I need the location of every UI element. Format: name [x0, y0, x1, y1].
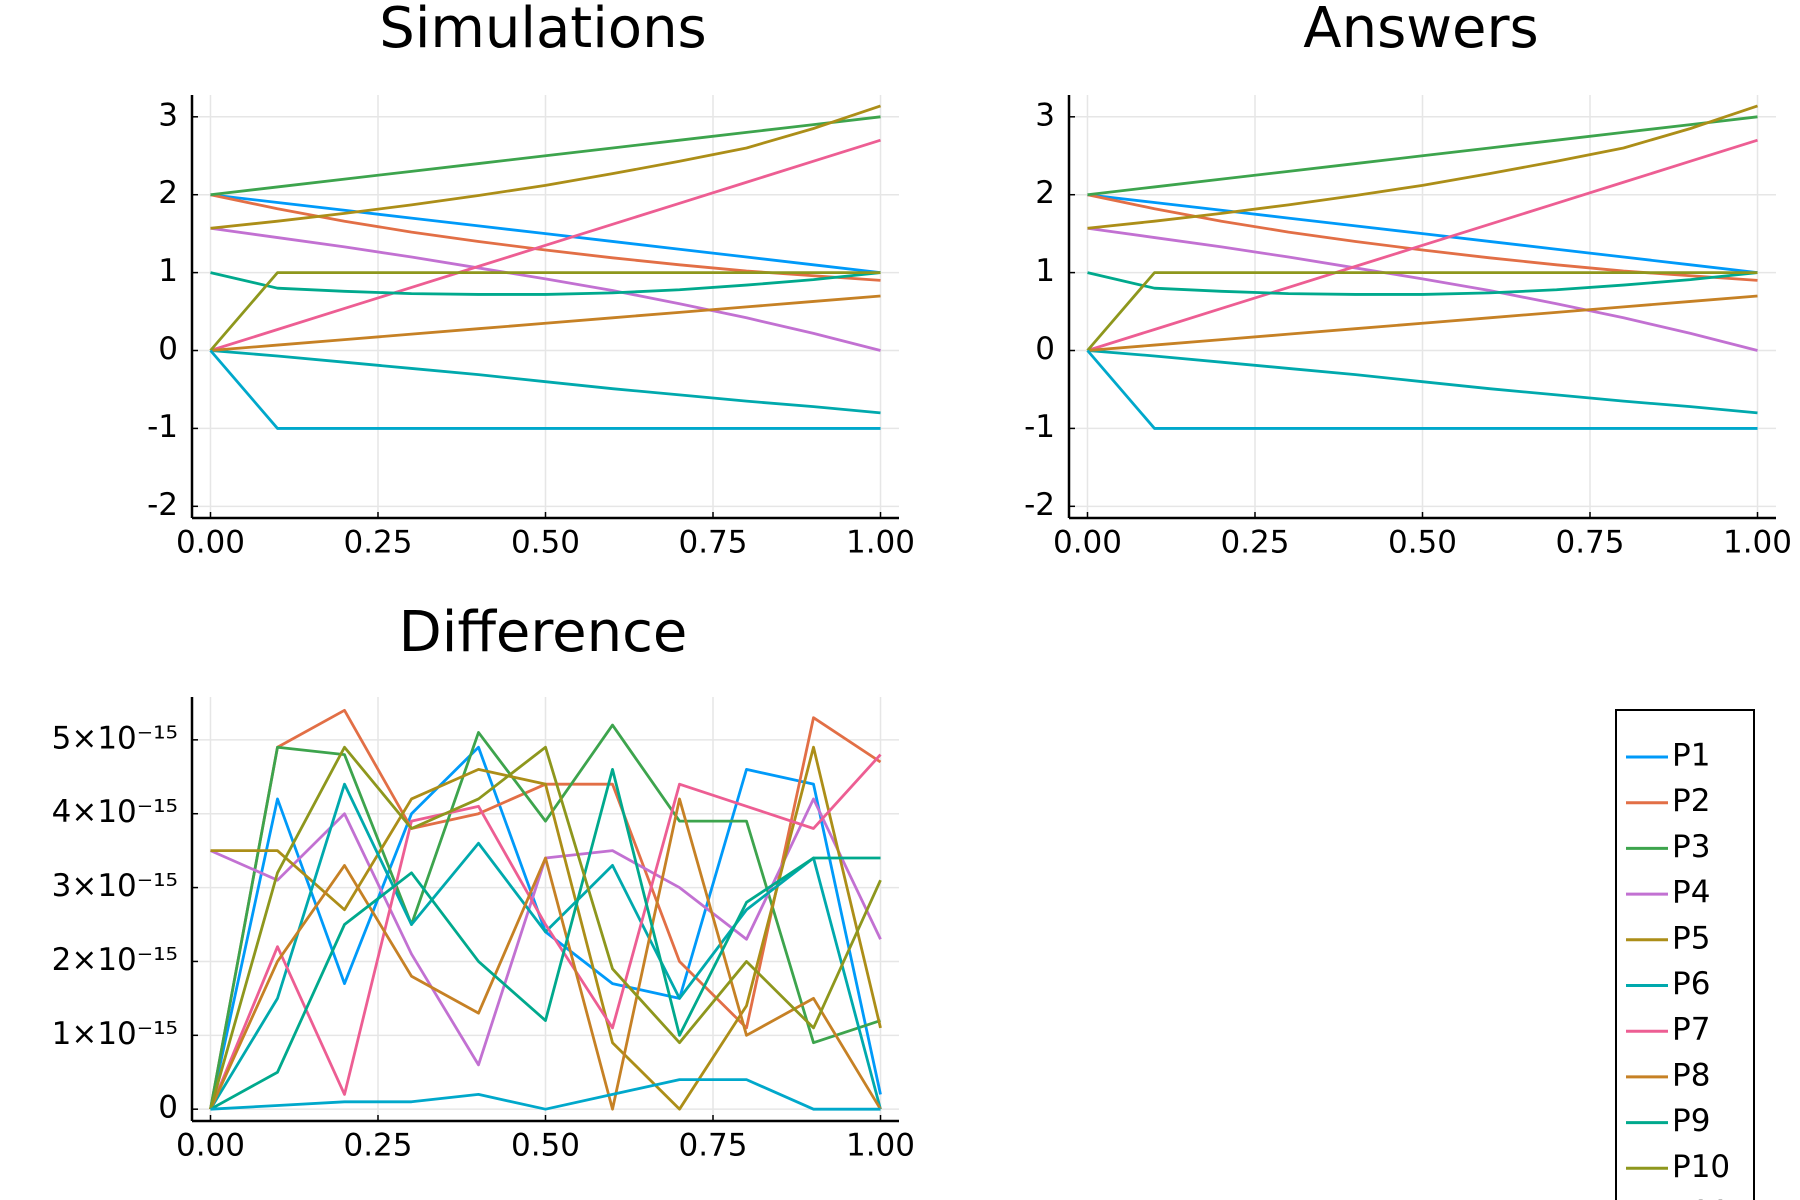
legend-label: P3	[1672, 829, 1710, 865]
data-line	[210, 193, 881, 275]
data-line	[209, 782, 882, 1110]
data-line	[210, 294, 881, 352]
x-tick-label: 0.50	[1388, 525, 1457, 561]
y-tick-label: 5×10⁻¹⁵	[52, 720, 178, 756]
data-line	[1087, 104, 1758, 230]
chart-title: Answers	[1303, 0, 1538, 61]
data-line	[209, 349, 881, 430]
legend-label: P5	[1672, 920, 1710, 956]
data-line	[210, 271, 881, 296]
y-tick-label: -1	[147, 409, 178, 445]
y-tick-label: -1	[1024, 409, 1055, 445]
data-line	[210, 115, 881, 197]
data-line	[209, 797, 882, 1111]
data-line	[209, 767, 881, 1111]
legend-label: P7	[1672, 1012, 1710, 1048]
y-tick-label: 2	[1035, 175, 1055, 211]
legend-label: P11	[1672, 1195, 1730, 1200]
data-line	[209, 745, 882, 1110]
data-line	[210, 138, 881, 352]
x-tick-label: 0.25	[343, 1128, 412, 1164]
chart-title: Simulations	[379, 0, 706, 61]
legend-label: P10	[1672, 1149, 1730, 1185]
data-line	[1086, 271, 1758, 352]
y-tick-label: 4×10⁻¹⁵	[52, 794, 178, 830]
legend-label: P6	[1672, 966, 1710, 1002]
y-tick-label: 1	[1035, 253, 1055, 289]
data-line	[1087, 271, 1758, 296]
y-tick-label: 3	[1035, 97, 1055, 133]
legend-label: P2	[1672, 783, 1710, 819]
x-tick-label: 0.00	[1053, 525, 1122, 561]
x-tick-label: 1.00	[846, 525, 915, 561]
data-line	[1087, 349, 1758, 415]
x-tick-label: 0.75	[1555, 525, 1624, 561]
data-line	[209, 753, 882, 1110]
x-tick-label: 0.50	[511, 1128, 580, 1164]
legend-box	[1615, 709, 1755, 1200]
y-tick-label: 0	[158, 331, 178, 367]
data-line	[1086, 349, 1758, 430]
data-line	[1087, 138, 1758, 352]
chart-title: Difference	[399, 600, 688, 665]
y-tick-label: 2×10⁻¹⁵	[52, 942, 178, 978]
y-tick-label: 3×10⁻¹⁵	[52, 868, 178, 904]
legend-label: P4	[1672, 875, 1710, 911]
x-tick-label: 0.25	[343, 525, 412, 561]
x-tick-label: 1.00	[1723, 525, 1792, 561]
y-tick-label: -2	[147, 487, 178, 523]
y-tick-label: -2	[1024, 487, 1055, 523]
data-line	[1087, 115, 1758, 197]
x-tick-label: 1.00	[846, 1128, 915, 1164]
y-tick-label: 0	[158, 1090, 178, 1126]
x-tick-label: 0.00	[176, 1128, 245, 1164]
y-tick-label: 1×10⁻¹⁵	[52, 1016, 178, 1052]
x-tick-label: 0.00	[176, 525, 245, 561]
y-tick-label: 2	[158, 175, 178, 211]
data-line	[209, 271, 881, 352]
data-line	[210, 745, 882, 1111]
x-tick-label: 0.75	[678, 1128, 747, 1164]
y-tick-label: 0	[1035, 331, 1055, 367]
data-line	[210, 1078, 881, 1111]
y-tick-label: 3	[158, 97, 178, 133]
legend-label: P9	[1672, 1103, 1710, 1139]
data-line	[1087, 226, 1758, 352]
x-tick-label: 0.75	[678, 525, 747, 561]
legend-label: P8	[1672, 1057, 1710, 1093]
data-line	[210, 226, 881, 352]
data-line	[210, 104, 881, 230]
legend-label: P1	[1672, 738, 1710, 774]
data-line	[1087, 294, 1758, 352]
y-tick-label: 1	[158, 253, 178, 289]
data-line	[210, 349, 881, 415]
data-line	[1087, 193, 1758, 275]
x-tick-label: 0.25	[1220, 525, 1289, 561]
x-tick-label: 0.50	[511, 525, 580, 561]
